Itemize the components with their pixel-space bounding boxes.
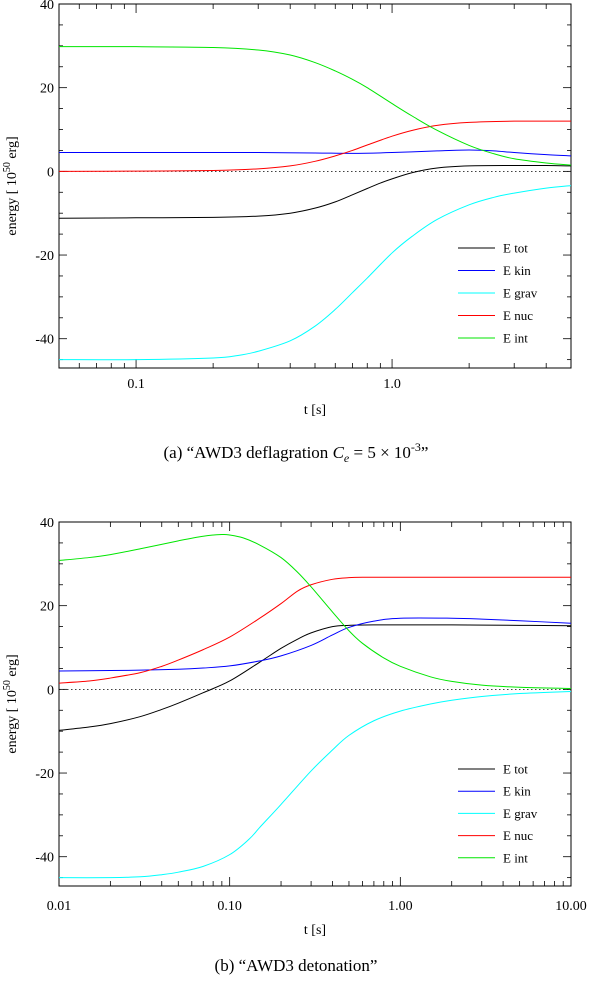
x-tick-label: 1.0 <box>383 377 401 392</box>
y-tick-label: -40 <box>35 851 54 866</box>
series-line-e-grav <box>59 690 571 879</box>
y-axis-label-unit: erg] <box>5 136 20 162</box>
caption-close-quote: ” <box>421 443 429 462</box>
series-line-e-grav <box>59 185 571 361</box>
y-axis-label: energy [ 1050 erg] <box>2 136 20 235</box>
y-axis-label-text: energy [ 10 <box>5 690 20 754</box>
series-line-e-tot <box>59 164 571 219</box>
x-tick-label: 1.00 <box>388 899 413 914</box>
y-tick-label: -20 <box>35 767 54 782</box>
legend-label-e-int: E int <box>503 850 528 865</box>
y-tick-label: 40 <box>40 516 54 531</box>
series-line-e-nuc <box>59 576 571 684</box>
y-tick-label: 0 <box>47 165 54 180</box>
panel-b-detonation-chart: -40 -20 0 20 40 0.01 0.10 1.00 10.00 t [s] energy … <box>2 516 587 975</box>
y-tick-label: -20 <box>35 249 54 264</box>
legend-label-e-grav: E grav <box>503 286 538 301</box>
series-line-e-int <box>59 533 571 690</box>
x-tick-label: 0.01 <box>47 899 72 914</box>
y-tick-label: 0 <box>47 683 54 698</box>
caption-prefix: (b) <box>215 956 235 975</box>
y-axis-label-exponent: 50 <box>2 680 13 690</box>
caption-text: “AWD3 deflagration <box>187 443 333 462</box>
caption-variable: C <box>333 443 345 462</box>
x-tick-label: 0.1 <box>127 377 145 392</box>
plot-frame <box>58 3 572 369</box>
panel-a-deflagration-chart: -40 -20 0 20 40 0.1 1.0 t [s] energy [ 1050 erg]… <box>2 0 572 465</box>
y-tick-label: 20 <box>40 600 54 615</box>
x-axis-label: t [s] <box>304 403 326 418</box>
y-tick-label: 40 <box>40 0 54 13</box>
y-axis-label-exponent: 50 <box>2 162 13 172</box>
series-line-e-nuc <box>59 120 571 172</box>
legend-label-e-kin: E kin <box>503 263 531 278</box>
y-axis-label-text: energy [ 10 <box>5 172 20 236</box>
legend-label-e-tot: E tot <box>503 241 528 256</box>
legend-label-e-nuc: E nuc <box>503 828 533 843</box>
caption-variable-subscript: e <box>344 451 350 465</box>
legend: E tot E kin E grav E nuc E int <box>458 762 538 865</box>
series-line-e-kin <box>59 617 571 672</box>
series-line-e-tot <box>59 624 571 731</box>
y-axis-label: energy [ 1050 erg] <box>2 654 20 753</box>
x-tick-label: 0.10 <box>217 899 242 914</box>
y-axis-label-unit: erg] <box>5 654 20 680</box>
legend: E tot E kin E grav E nuc E int <box>458 241 538 346</box>
caption-exponent: -3 <box>411 440 421 454</box>
chart-caption: (a) “AWD3 deflagration Ce = 5 × 10-3” <box>164 440 429 465</box>
legend-label-e-kin: E kin <box>503 784 531 799</box>
caption-text: “AWD3 detonation” <box>239 956 378 975</box>
x-axis-label: t [s] <box>304 923 326 938</box>
x-tick-label: 10.00 <box>555 899 587 914</box>
caption-prefix: (a) <box>164 443 183 462</box>
caption-value: = 5 × 10 <box>349 443 411 462</box>
y-tick-label: 20 <box>40 82 54 97</box>
legend-label-e-nuc: E nuc <box>503 308 533 323</box>
legend-label-e-grav: E grav <box>503 806 538 821</box>
plot-frame <box>58 521 572 887</box>
legend-label-e-int: E int <box>503 331 528 346</box>
series-line-e-kin <box>59 149 571 157</box>
chart-caption: (b) “AWD3 detonation” <box>215 956 378 975</box>
y-tick-label: -40 <box>35 333 54 348</box>
legend-label-e-tot: E tot <box>503 762 528 777</box>
series-line-e-int <box>59 46 571 166</box>
